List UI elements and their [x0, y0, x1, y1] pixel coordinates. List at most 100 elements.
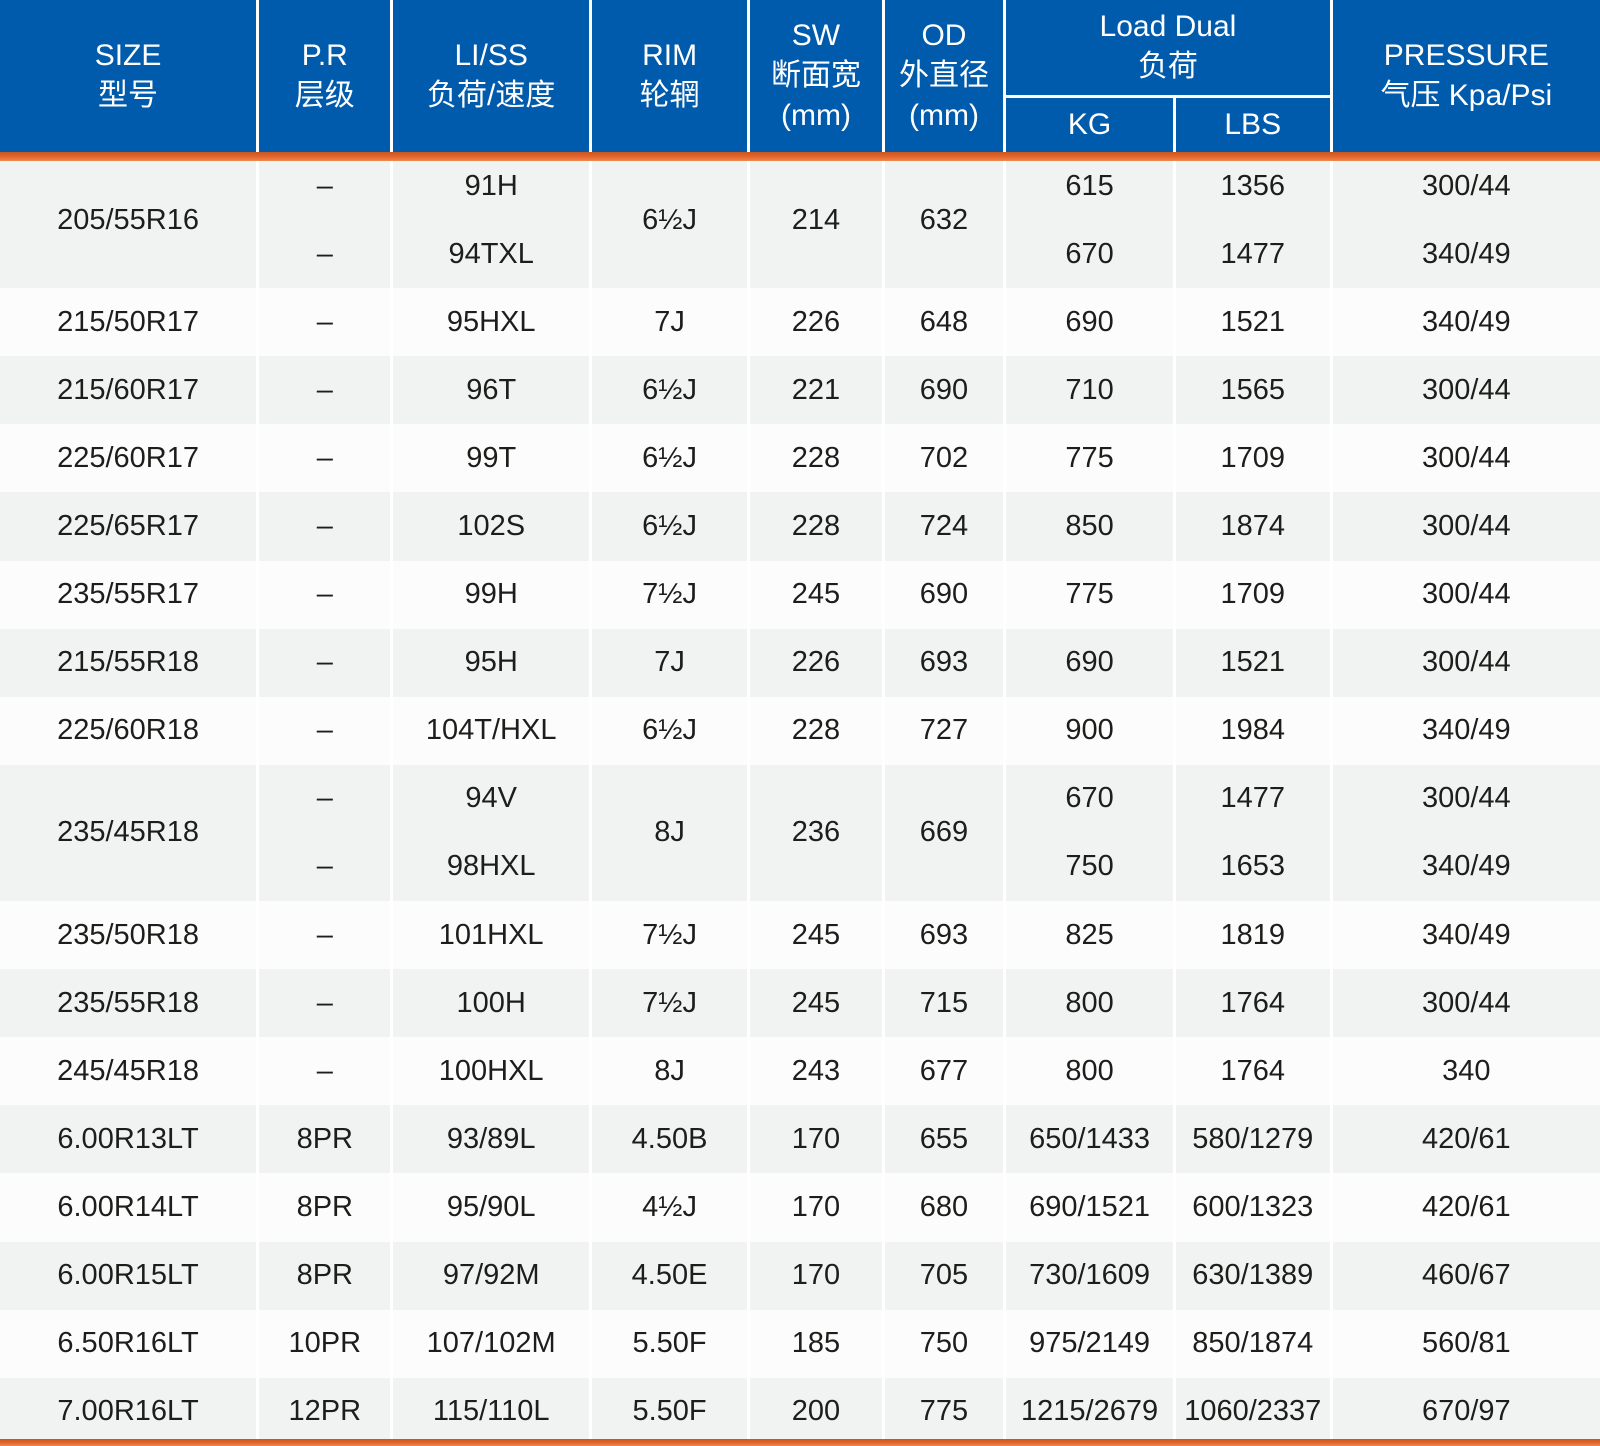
cell-lbs: 1565 — [1172, 356, 1332, 425]
cell-sw: 245 — [747, 901, 884, 970]
cell-li_ss: 97/92M — [390, 1241, 591, 1310]
cell-size: 235/55R18 — [0, 969, 258, 1038]
cell-li_ss: 94V — [390, 764, 591, 833]
cell-rim: 4.50B — [588, 1105, 749, 1174]
cell-sw: 228 — [747, 424, 884, 493]
spec-row: 6.00R13LT 8PR 93/89L 4.50B 170 655 650/1433 580… — [0, 1105, 1600, 1174]
cell-rim: 6½J — [588, 492, 749, 561]
cell-lbs: 1764 — [1172, 969, 1332, 1038]
cell-lbs: 1356 — [1172, 152, 1332, 221]
spec-row: 6.50R16LT 10PR 107/102M 5.50F 185 750 975/2149… — [0, 1309, 1600, 1378]
cell-kg: 690 — [1003, 288, 1175, 357]
cell-sw: 228 — [747, 492, 884, 561]
cell-size: 7.00R16LT — [0, 1377, 258, 1446]
cell-size: 235/55R17 — [0, 560, 258, 629]
cell-sw: 243 — [747, 1037, 884, 1106]
cell-sw: 185 — [747, 1309, 884, 1378]
cell-lbs: 1874 — [1172, 492, 1332, 561]
spec-row: 225/65R17–102S 6½J 228 724 850 1874 300/44 — [0, 492, 1600, 561]
header-load-dual: Load Dual 负荷 — [1003, 0, 1332, 96]
cell-size: 6.50R16LT — [0, 1309, 258, 1378]
cell-rim: 4.50E — [588, 1241, 749, 1310]
cell-size: 205/55R16 — [0, 152, 258, 289]
cell-lbs: 850/1874 — [1172, 1309, 1332, 1378]
header-size: SIZE 型号 — [0, 0, 258, 152]
cell-lbs: 600/1323 — [1172, 1173, 1332, 1242]
cell-li_ss: 99H — [390, 560, 591, 629]
spec-table-header: SIZE 型号 P.R 层级 LI/SS 负荷/速度 RIM 轮辋 SW 断面宽… — [0, 0, 1600, 152]
cell-sw: 200 — [747, 1377, 884, 1446]
cell-size: 215/50R17 — [0, 288, 258, 357]
cell-pressure: 340/49 — [1329, 220, 1600, 289]
cell-kg: 1215/2679 — [1003, 1377, 1175, 1446]
cell-od: 724 — [881, 492, 1005, 561]
cell-lbs: 1477 — [1172, 764, 1332, 833]
spec-row: 225/60R18–104T/HXL 6½J 228 727 900 1984 340/49 — [0, 696, 1600, 765]
cell-sw: 221 — [747, 356, 884, 425]
cell-size: 245/45R18 — [0, 1037, 258, 1106]
cell-rim: 7J — [588, 628, 749, 697]
header-pr: P.R 层级 — [256, 0, 392, 152]
cell-od: 750 — [881, 1309, 1005, 1378]
header-kg: KG — [1003, 94, 1175, 152]
cell-kg: 670 — [1003, 764, 1175, 833]
cell-od: 632 — [881, 152, 1005, 289]
cell-size: 225/60R18 — [0, 696, 258, 765]
cell-li_ss: 94TXL — [390, 220, 591, 289]
cell-kg: 800 — [1003, 969, 1175, 1038]
spec-row: –94TXL 670 1477 340/49 — [0, 220, 1600, 289]
cell-rim: 7½J — [588, 969, 749, 1038]
cell-od: 690 — [881, 560, 1005, 629]
cell-kg: 775 — [1003, 560, 1175, 629]
cell-rim: 5.50F — [588, 1309, 749, 1378]
cell-rim: 6½J — [588, 424, 749, 493]
spec-row: 245/45R18–100HXL 8J 243 677 800 1764 340 — [0, 1037, 1600, 1106]
cell-pr: – — [256, 152, 392, 221]
cell-kg: 670 — [1003, 220, 1175, 289]
spec-row: 7.00R16LT 12PR 115/110L 5.50F 200 775 1215/267… — [0, 1377, 1600, 1446]
cell-li_ss: 99T — [390, 424, 591, 493]
cell-sw: 170 — [747, 1173, 884, 1242]
cell-od: 775 — [881, 1377, 1005, 1446]
cell-rim: 7J — [588, 288, 749, 357]
cell-size: 6.00R14LT — [0, 1173, 258, 1242]
cell-lbs: 1764 — [1172, 1037, 1332, 1106]
cell-lbs: 580/1279 — [1172, 1105, 1332, 1174]
cell-pr: 12PR — [256, 1377, 392, 1446]
cell-size: 225/60R17 — [0, 424, 258, 493]
cell-pr: – — [256, 901, 392, 970]
cell-pr: – — [256, 220, 392, 289]
cell-pressure: 300/44 — [1329, 969, 1600, 1038]
cell-sw: 214 — [747, 152, 884, 289]
spec-row: 205/55R16–91H 6½J 214 632 615 1356 300/44 — [0, 152, 1600, 289]
cell-pressure: 300/44 — [1329, 560, 1600, 629]
cell-pr: – — [256, 1037, 392, 1106]
cell-size: 215/60R17 — [0, 356, 258, 425]
cell-od: 677 — [881, 1037, 1005, 1106]
cell-kg: 650/1433 — [1003, 1105, 1175, 1174]
cell-pressure: 420/61 — [1329, 1173, 1600, 1242]
cell-pr: 10PR — [256, 1309, 392, 1378]
cell-size: 215/55R18 — [0, 628, 258, 697]
cell-sw: 245 — [747, 969, 884, 1038]
cell-li_ss: 95H — [390, 628, 591, 697]
header-lbs: LBS — [1172, 94, 1332, 152]
cell-pr: – — [256, 832, 392, 902]
cell-rim: 7½J — [588, 901, 749, 970]
cell-li_ss: 102S — [390, 492, 591, 561]
cell-pressure: 340/49 — [1329, 288, 1600, 357]
cell-kg: 850 — [1003, 492, 1175, 561]
cell-li_ss: 100HXL — [390, 1037, 591, 1106]
cell-rim: 7½J — [588, 560, 749, 629]
cell-li_ss: 100H — [390, 969, 591, 1038]
cell-lbs: 630/1389 — [1172, 1241, 1332, 1310]
header-accent-bar — [0, 152, 1600, 161]
cell-pressure: 670/97 — [1329, 1377, 1600, 1446]
cell-lbs: 1984 — [1172, 696, 1332, 765]
cell-od: 693 — [881, 901, 1005, 970]
cell-kg: 690/1521 — [1003, 1173, 1175, 1242]
cell-pressure: 340/49 — [1329, 832, 1600, 902]
cell-pressure: 560/81 — [1329, 1309, 1600, 1378]
cell-kg: 800 — [1003, 1037, 1175, 1106]
